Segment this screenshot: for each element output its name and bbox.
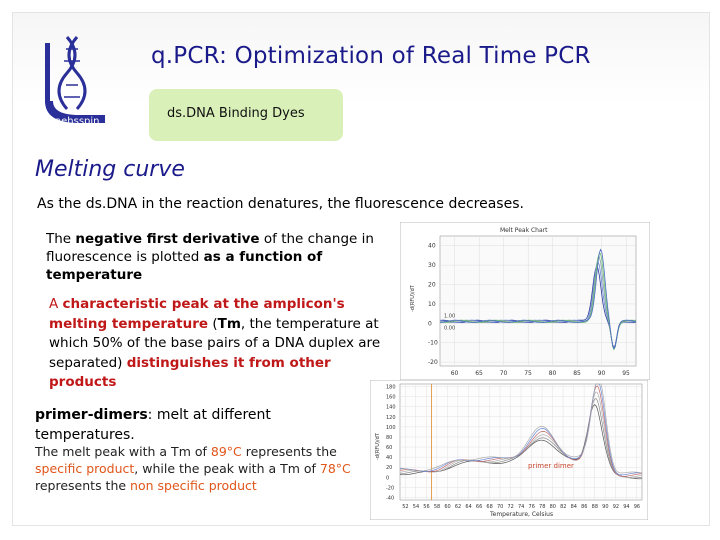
x-tick-label: 78 [539,504,545,510]
annotation-label: 0.00 [444,325,455,331]
x-tick-label: 54 [413,504,419,510]
logo: aehsspin [45,36,105,127]
primer-dimer-paragraph: primer-dimers: melt at different tempera… [35,407,271,443]
x-tick-label: 58 [434,504,440,510]
x-tick-label: 68 [486,504,492,510]
x-tick-label: 94 [623,504,629,510]
x-tick-label: 88 [592,504,598,510]
x-tick-label: 76 [529,504,535,510]
series-line [399,383,643,474]
derivative-paragraph: The negative first derivative of the cha… [46,231,374,283]
y-tick-label: 40 [428,243,436,250]
y-tick-label: 0 [386,475,389,481]
y-tick-label: 20 [428,282,436,289]
page-title: q.PCR: Optimization of Real Time PCR [151,43,591,69]
x-axis-label: Temperature, Celsius [489,511,553,518]
series-line [439,248,637,350]
plot-area [439,235,637,367]
x-tick-label: 84 [571,504,577,510]
series-line [439,252,637,351]
x-tick-label: 66 [476,504,482,510]
non-specific-product: non specific product [130,478,257,493]
annotation-label: 1.00 [444,313,455,319]
y-tick-label: 180 [386,385,396,391]
y-tick-label: 140 [386,405,396,411]
melt-peak-chart: Melt Peak Chart 60 65 70 75 80 85 90 95 40 30 20 10 0… [400,222,650,380]
x-tick-label: 86 [581,504,587,510]
x-tick-label: 56 [423,504,429,510]
y-tick-label: 100 [386,425,396,431]
y-tick-label: 10 [428,301,436,308]
distinguish-term: distinguishes it from other products [49,354,331,391]
y-tick-label: 20 [386,465,392,471]
x-tick-label: 90 [602,504,608,510]
x-tick-label: 75 [524,370,532,377]
y-tick-label: 80 [386,435,392,441]
y-tick-label: -10 [428,340,438,347]
y-tick-label: -40 [386,495,394,501]
x-tick-label: 90 [598,370,606,377]
logo-text: aehsspin [55,116,100,127]
y-axis-label: -d(RFU)/dT [375,432,381,460]
intro-text: As the ds.DNA in the reaction denatures,… [37,196,524,212]
x-tick-label: 60 [451,370,459,377]
x-tick-label: 70 [500,370,508,377]
x-tick-label: 74 [518,504,524,510]
x-tick-label: 96 [634,504,640,510]
y-tick-label: 0 [428,320,432,327]
subtitle: ds.DNA Binding Dyes [167,106,305,121]
x-tick-label: 72 [507,504,513,510]
series-line [439,256,637,350]
y-tick-label: -20 [428,359,438,366]
specific-product: specific product [35,461,135,476]
series-line [400,383,643,476]
section-heading: Melting curve [35,157,185,182]
x-tick-label: 52 [402,504,408,510]
x-tick-label: 95 [622,370,630,377]
primer-dimer-term: primer-dimers [35,407,148,423]
tm-term: Tm [217,315,241,332]
y-tick-label: 40 [386,455,392,461]
melt-peak-paragraph: The melt peak with a Tm of 89°C represen… [35,444,351,493]
y-tick-label: 30 [428,262,436,269]
x-tick-label: 85 [573,370,581,377]
y-tick-label: 60 [386,445,392,451]
peak-term: characteristic peak at the amplicon's me… [49,296,345,332]
x-tick-label: 64 [465,504,471,510]
y-tick-label: 120 [386,415,396,421]
subtitle-box: ds.DNA Binding Dyes [149,89,343,141]
series-line [399,385,643,477]
x-tick-label: 80 [549,370,557,377]
peak-paragraph: A characteristic peak at the amplicon's … [49,296,381,391]
x-tick-label: 60 [444,504,450,510]
x-tick-label: 62 [455,504,461,510]
function-term: as a function of temperature [46,249,323,283]
chart-title: Melt Peak Chart [500,227,548,234]
y-tick-label: -20 [386,485,394,491]
y-tick-label: 160 [386,395,396,401]
x-tick-label: 82 [560,504,566,510]
x-tick-label: 70 [497,504,503,510]
y-axis-label: -d(RFU)/dT [410,284,416,312]
primer-dimer-chart: 52 54 56 58 60 62 64 66 68 70 72 74 76 78 80 82 84 86 88 90… [370,380,648,520]
derivative-term: negative first derivative [75,231,260,247]
x-tick-label: 80 [550,504,556,510]
primer-dimer-annotation: primer dimer [528,462,574,470]
x-tick-label: 65 [475,370,483,377]
x-tick-label: 92 [613,504,619,510]
